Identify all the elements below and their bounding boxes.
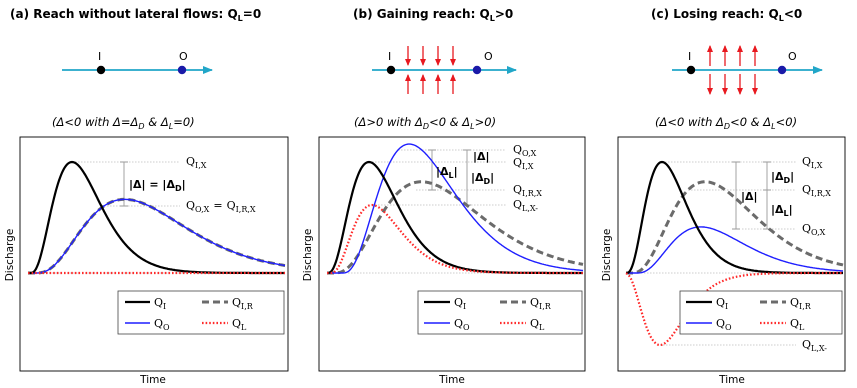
- ann-delta-c: |Δ|: [741, 190, 758, 203]
- series-q-ir-c: [626, 180, 844, 275]
- outlet-node-c: [777, 65, 787, 75]
- xlabel-a: Time: [139, 374, 166, 386]
- inlet-label-b: I: [388, 50, 391, 63]
- xlabel-c: Time: [718, 374, 745, 386]
- inlet-node-a: [96, 65, 106, 75]
- curves-a: [28, 160, 286, 275]
- ann-qix-c: QI,X: [802, 155, 823, 170]
- ann-qlx-b: QL,X-: [513, 198, 538, 213]
- ann-delta-b: |Δ|: [473, 150, 490, 163]
- legend-qo-b: QO: [454, 317, 470, 332]
- outlet-label-b: O: [484, 50, 493, 63]
- legend-a: QI QI,R QO QL: [117, 290, 285, 335]
- legend-qir-c: QI,R: [790, 296, 812, 311]
- series-q-o-c: [626, 226, 843, 274]
- legend-ql-b: QL: [530, 317, 545, 332]
- ann-qlx-c: QL,X-: [802, 338, 827, 353]
- ann-qix-a: QI,X: [186, 155, 207, 170]
- series-q-l-b: [327, 203, 583, 275]
- plot-frame-c: [617, 136, 846, 372]
- ann-qox-c: QO,X: [802, 222, 826, 237]
- series-q-l-c: [625, 271, 843, 347]
- ann-qirx-b: QI,R,X: [513, 183, 542, 198]
- outlet-label-c: O: [788, 50, 797, 63]
- plot-frame-a: [19, 136, 289, 372]
- ann-delta-l-b: |ΔL|: [436, 165, 458, 180]
- panel-b-title: (b) Gaining reach: QL>0: [353, 7, 513, 23]
- curves-b: [327, 143, 584, 275]
- series-q-ir-b: [327, 180, 584, 275]
- legend-b: QI QI,R QO QL: [417, 290, 583, 335]
- panel-c-caption: (Δ<0 with ΔD<0 & ΔL<0): [655, 115, 797, 131]
- legend-qo-a: QO: [154, 317, 170, 332]
- inlet-node-b: [386, 65, 396, 75]
- ann-delta-d-c: |ΔD|: [771, 170, 794, 185]
- ann-delta-l-c: |ΔL|: [771, 203, 793, 218]
- lateral-inflow-arrows: [405, 46, 456, 94]
- legend-c: QI QI,R QO QL: [679, 290, 843, 335]
- ann-qix-b: QI,X: [513, 156, 534, 171]
- outlet-node-b: [472, 65, 482, 75]
- inlet-label-a: I: [98, 50, 101, 63]
- series-q-o-b: [327, 143, 584, 274]
- ann-qirx-c: QI,R,X: [802, 183, 831, 198]
- lateral-outflow-arrows: [707, 45, 758, 95]
- ann-delta-d-b: |ΔD|: [471, 171, 494, 186]
- legend-qi-b: QI: [454, 296, 466, 311]
- legend-qi-a: QI: [154, 296, 166, 311]
- inlet-node-c: [686, 65, 696, 75]
- outlet-node-a: [177, 65, 187, 75]
- ylabel-a: Discharge: [4, 229, 16, 282]
- legend-ql-c: QL: [790, 317, 805, 332]
- legend-qir-a: QI,R: [232, 296, 254, 311]
- curves-c: [625, 160, 844, 347]
- ann-delta-a: |Δ| = |ΔD|: [129, 178, 186, 193]
- series-q-i-b: [327, 160, 583, 275]
- series-q-o-a: [28, 198, 286, 274]
- ylabel-c: Discharge: [601, 229, 613, 282]
- ann-qox-b: QO,X: [513, 143, 537, 158]
- legend-qi-c: QI: [716, 296, 728, 311]
- series-q-i-a: [28, 160, 285, 275]
- panel-c: (c) Losing reach: QL<0 I O (Δ<0 with ΔD<…: [601, 7, 846, 386]
- ylabel-b: Discharge: [302, 229, 314, 282]
- ann-qox-a: QO,X = QI,R,X: [186, 199, 256, 214]
- outlet-label-a: O: [179, 50, 188, 63]
- panel-b: (b) Gaining reach: QL>0 I O (Δ>0 with ΔD…: [302, 7, 586, 386]
- panel-a-caption: (Δ<0 with Δ=ΔD & ΔL=0): [52, 115, 195, 131]
- panel-a-title: (a) Reach without lateral flows: QL=0: [10, 7, 261, 23]
- panel-b-caption: (Δ>0 with ΔD<0 & ΔL>0): [354, 115, 496, 131]
- xlabel-b: Time: [438, 374, 465, 386]
- panel-a: (a) Reach without lateral flows: QL=0 I …: [4, 7, 289, 386]
- legend-qir-b: QI,R: [530, 296, 552, 311]
- series-q-i-c: [626, 160, 843, 275]
- plot-frame-b: [318, 136, 586, 372]
- legend-qo-c: QO: [716, 317, 732, 332]
- legend-ql-a: QL: [232, 317, 247, 332]
- inlet-label-c: I: [688, 50, 691, 63]
- panel-c-title: (c) Losing reach: QL<0: [651, 7, 802, 23]
